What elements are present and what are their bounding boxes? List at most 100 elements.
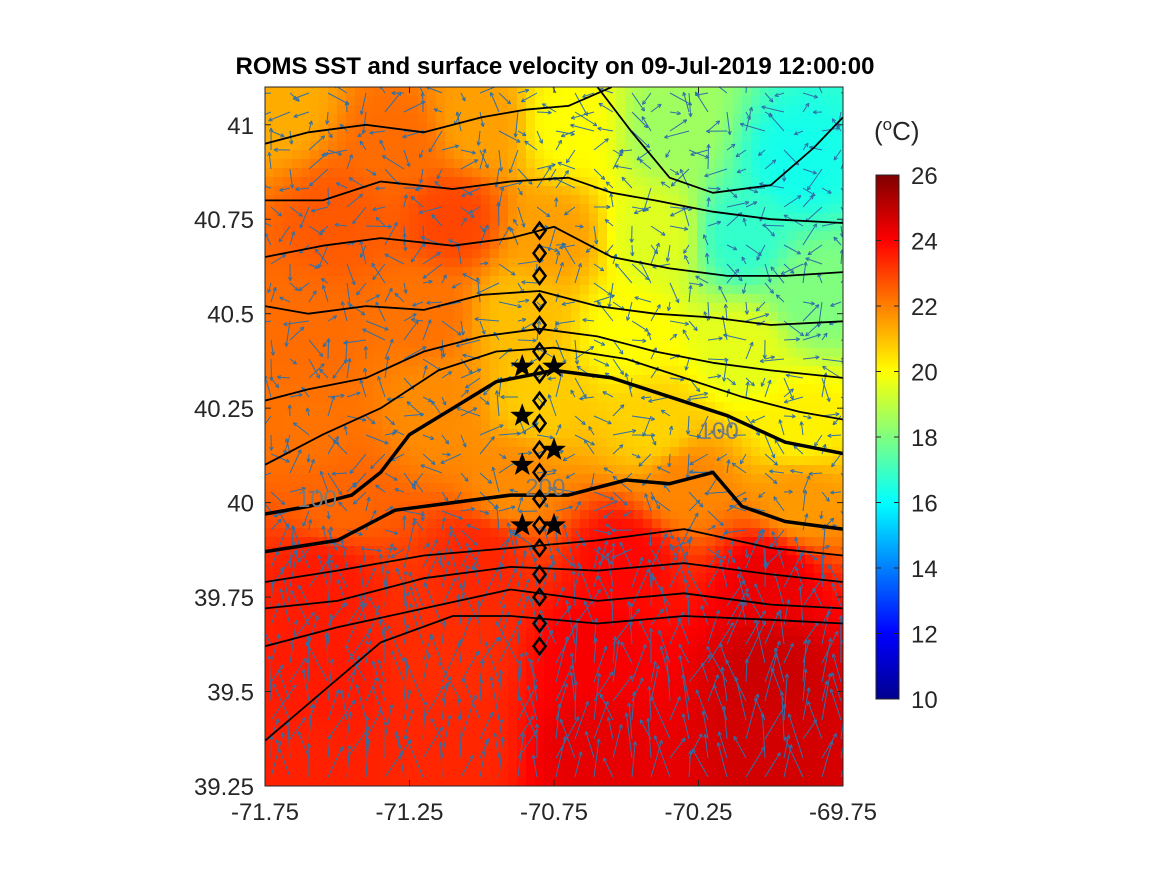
sst-cell <box>346 411 356 421</box>
sst-cell <box>364 276 374 286</box>
sst-cell <box>319 330 329 340</box>
sst-cell <box>427 231 437 241</box>
sst-cell <box>616 240 626 250</box>
sst-cell <box>436 627 446 637</box>
sst-cell <box>715 105 725 115</box>
sst-cell <box>787 708 797 718</box>
sst-cell <box>499 717 509 727</box>
sst-cell <box>553 510 563 520</box>
sst-cell <box>481 726 491 736</box>
sst-cell <box>715 420 725 430</box>
sst-cell <box>787 339 797 349</box>
sst-cell <box>526 132 536 142</box>
sst-cell <box>265 735 275 745</box>
sst-cell <box>580 141 590 151</box>
sst-cell <box>643 537 653 547</box>
sst-cell <box>463 780 473 786</box>
sst-cell <box>454 132 464 142</box>
sst-cell <box>715 204 725 214</box>
sst-cell <box>454 690 464 700</box>
sst-cell <box>292 330 302 340</box>
sst-cell <box>778 222 788 232</box>
sst-cell <box>472 492 482 502</box>
sst-cell <box>679 357 689 367</box>
sst-cell <box>400 384 410 394</box>
sst-cell <box>634 231 644 241</box>
sst-cell <box>535 123 545 133</box>
sst-cell <box>715 132 725 142</box>
sst-cell <box>544 195 554 205</box>
sst-cell <box>706 744 716 754</box>
sst-cell <box>472 303 482 313</box>
sst-cell <box>670 681 680 691</box>
sst-cell <box>364 213 374 223</box>
sst-cell <box>652 348 662 358</box>
sst-cell <box>382 96 392 106</box>
sst-cell <box>616 177 626 187</box>
sst-cell <box>670 114 680 124</box>
sst-cell <box>616 132 626 142</box>
sst-cell <box>319 303 329 313</box>
sst-cell <box>814 672 824 682</box>
sst-cell <box>472 744 482 754</box>
sst-cell <box>742 402 752 412</box>
sst-cell <box>346 447 356 457</box>
sst-cell <box>517 690 527 700</box>
sst-cell <box>544 618 554 628</box>
sst-cell <box>697 582 707 592</box>
sst-cell <box>346 231 356 241</box>
sst-cell <box>436 132 446 142</box>
sst-cell <box>823 222 833 232</box>
sst-cell <box>805 96 815 106</box>
sst-cell <box>346 195 356 205</box>
sst-cell <box>553 159 563 169</box>
sst-cell <box>661 492 671 502</box>
sst-cell <box>814 375 824 385</box>
sst-cell <box>400 474 410 484</box>
sst-cell <box>508 618 518 628</box>
sst-cell <box>310 411 320 421</box>
sst-cell <box>301 267 311 277</box>
sst-cell <box>454 672 464 682</box>
sst-cell <box>643 456 653 466</box>
sst-cell <box>481 186 491 196</box>
sst-cell <box>283 429 293 439</box>
sst-cell <box>598 258 608 268</box>
sst-cell <box>751 222 761 232</box>
sst-cell <box>436 456 446 466</box>
sst-cell <box>328 474 338 484</box>
sst-cell <box>454 402 464 412</box>
sst-cell <box>580 780 590 786</box>
sst-cell <box>472 672 482 682</box>
sst-cell <box>571 474 581 484</box>
sst-cell <box>832 141 842 151</box>
sst-cell <box>715 249 725 259</box>
sst-cell <box>481 366 491 376</box>
sst-cell <box>481 501 491 511</box>
sst-cell <box>409 159 419 169</box>
sst-cell <box>355 393 365 403</box>
sst-cell <box>580 294 590 304</box>
sst-cell <box>373 150 383 160</box>
sst-cell <box>283 105 293 115</box>
sst-cell <box>301 429 311 439</box>
sst-cell <box>382 420 392 430</box>
sst-cell <box>346 537 356 547</box>
sst-cell <box>409 456 419 466</box>
sst-cell <box>679 582 689 592</box>
sst-cell <box>526 717 536 727</box>
sst-cell <box>526 87 536 97</box>
sst-cell <box>472 312 482 322</box>
sst-cell <box>625 186 635 196</box>
sst-cell <box>832 645 842 655</box>
sst-cell <box>310 123 320 133</box>
sst-cell <box>391 618 401 628</box>
sst-cell <box>292 249 302 259</box>
sst-cell <box>544 681 554 691</box>
sst-cell <box>292 519 302 529</box>
sst-cell <box>625 573 635 583</box>
sst-cell <box>436 285 446 295</box>
sst-cell <box>508 213 518 223</box>
sst-cell <box>643 222 653 232</box>
sst-cell <box>490 177 500 187</box>
